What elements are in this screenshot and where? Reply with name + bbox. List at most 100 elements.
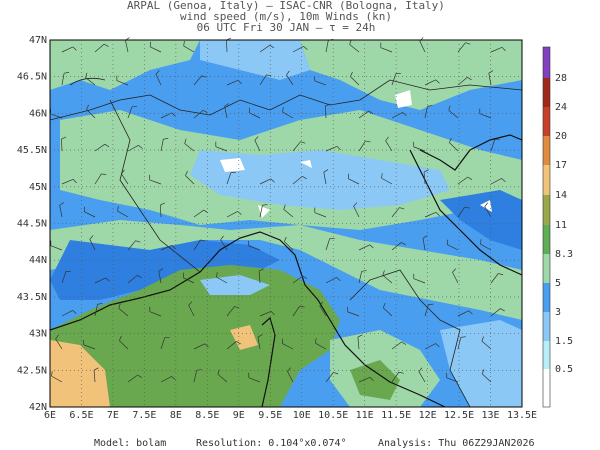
wind-barb	[193, 75, 202, 86]
wind-barb	[160, 139, 164, 152]
wind-barb	[185, 175, 195, 185]
lat-label: 44.5N	[17, 219, 47, 230]
wind-barb	[127, 240, 136, 251]
colorbar-segment	[543, 312, 550, 341]
wind-barb	[319, 301, 324, 306]
colorbar-label: 14	[555, 190, 567, 201]
wind-barb	[201, 75, 207, 78]
wind-barb	[418, 367, 423, 372]
wind-barb	[269, 44, 275, 49]
wind-barb	[188, 301, 193, 306]
wind-barb	[257, 337, 261, 350]
wind-barb	[348, 178, 360, 185]
wind-barb	[484, 202, 489, 207]
wind-barb	[160, 244, 173, 251]
lon-label: 11E	[356, 410, 374, 421]
wind-barb	[303, 46, 308, 50]
wind-barb	[357, 334, 363, 338]
colorbar-segment	[543, 165, 550, 195]
colorbar: 0.5 1.5 3 5 8.3 11 14 17 20 24 28	[543, 47, 573, 407]
wind-barb	[498, 273, 504, 276]
wind-barb	[183, 40, 185, 47]
wind-barb	[484, 206, 492, 218]
colorbar-label: 8.3	[555, 249, 573, 260]
wind-barb	[226, 39, 228, 53]
wind-barb	[481, 373, 492, 383]
wind-barb	[61, 271, 67, 284]
wind-barb	[419, 41, 426, 53]
wind-barb	[61, 310, 73, 317]
wind-barb	[457, 337, 462, 350]
wind-barb	[457, 206, 465, 218]
wind-barb	[89, 239, 96, 251]
wind-barb	[137, 275, 142, 279]
wind-barb	[254, 140, 261, 152]
colorbar-label: 1.5	[555, 336, 573, 347]
wind-barb	[119, 335, 122, 341]
wind-barb	[55, 338, 63, 350]
lon-label: 11.5E	[381, 410, 411, 421]
wind-barb	[226, 306, 235, 317]
wind-barb	[226, 79, 239, 86]
wind-barb	[97, 303, 103, 305]
wind-barb	[236, 341, 241, 345]
wind-barb	[163, 137, 169, 140]
wind-barb	[391, 242, 402, 251]
wind-barb	[138, 145, 143, 149]
wind-barb	[467, 77, 472, 81]
lon-label: 8E	[170, 410, 182, 421]
wind-barb	[423, 172, 426, 185]
lat-label: 46N	[29, 108, 47, 119]
wind-barb	[127, 106, 133, 119]
wind-barb	[369, 244, 374, 249]
wind-barb	[419, 37, 424, 42]
wind-barb	[385, 140, 393, 152]
wind-barb	[226, 341, 237, 350]
wind-barb	[184, 143, 195, 152]
wind-barb	[248, 245, 261, 251]
wind-barb	[449, 142, 459, 152]
wind-barb	[448, 110, 459, 119]
wind-barb	[103, 43, 109, 47]
wind-barb	[457, 42, 466, 53]
wind-barb	[424, 106, 428, 119]
wind-barb	[449, 137, 452, 143]
wind-barb	[193, 209, 204, 218]
wind-barb	[349, 44, 360, 53]
wind-barb	[457, 310, 469, 317]
wind-barb	[302, 176, 307, 180]
wind-barb	[188, 305, 195, 317]
wind-barb	[193, 343, 205, 350]
wind-barb	[385, 136, 389, 142]
wind-barb	[183, 277, 195, 284]
wind-barb	[171, 112, 176, 117]
wind-barb	[259, 178, 271, 185]
wind-barb	[89, 235, 94, 240]
colorbar-segment	[543, 341, 550, 369]
wind-barb	[94, 277, 106, 284]
wind-barb	[119, 340, 129, 350]
wind-barb	[292, 46, 304, 53]
wind-barb	[254, 136, 259, 141]
wind-barb	[446, 377, 459, 383]
wind-barb	[413, 146, 426, 152]
wind-barb	[457, 176, 468, 185]
wind-barb	[380, 47, 393, 53]
wind-barb	[160, 202, 165, 206]
wind-barb	[300, 141, 306, 144]
wind-barb	[369, 377, 374, 382]
wind-barb	[422, 235, 428, 239]
wind-barb	[93, 370, 96, 383]
wind-barb	[381, 173, 383, 179]
wind-barb	[435, 212, 440, 217]
wind-barb	[418, 371, 426, 383]
wind-barb	[381, 177, 393, 185]
wind-barb	[193, 370, 198, 383]
wind-barb	[59, 202, 64, 206]
wind-barb	[427, 105, 433, 107]
wind-barb	[226, 172, 232, 185]
wind-barb	[184, 138, 187, 144]
wind-barb	[365, 140, 371, 143]
wind-barb	[314, 212, 327, 218]
wind-barb	[270, 311, 275, 316]
